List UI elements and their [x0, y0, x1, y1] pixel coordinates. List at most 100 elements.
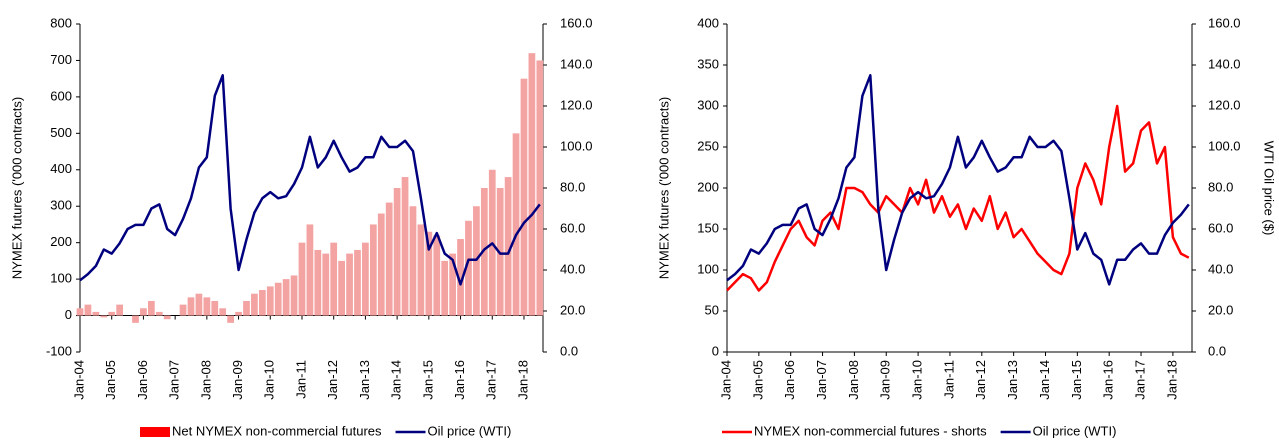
x-tick-label: Jan-16	[452, 360, 467, 400]
x-tick-label: Jan-12	[325, 360, 340, 400]
y-tick-label: 400	[697, 15, 719, 30]
x-tick-label: Jan-13	[357, 360, 372, 400]
y2-tick-label: 0.0	[560, 343, 578, 358]
bar	[520, 78, 528, 316]
x-tick-label: Jan-16	[1101, 360, 1116, 400]
bar	[116, 304, 124, 316]
bar	[385, 202, 393, 316]
bar	[108, 311, 116, 316]
bar	[362, 242, 369, 316]
y-tick-label: 300	[50, 198, 72, 213]
y-tick-label: 800	[50, 15, 72, 30]
bar	[203, 297, 211, 316]
bar	[84, 304, 92, 316]
y2-tick-label: 0.0	[1208, 343, 1226, 358]
y-tick-label: 50	[705, 302, 719, 317]
line	[726, 104, 1190, 292]
bar	[536, 60, 544, 316]
y2-axis-label: WTI Oil price ($)	[1262, 141, 1277, 236]
bar	[377, 213, 385, 316]
y-tick-label: 700	[50, 52, 72, 67]
x-tick-label: Jan-15	[420, 360, 435, 400]
bar	[425, 231, 433, 316]
y2-tick-label: 140.0	[560, 56, 593, 71]
line	[726, 74, 1190, 286]
bar	[227, 315, 235, 323]
bar	[155, 311, 163, 316]
bar	[457, 239, 464, 316]
x-tick-label: Jan-17	[1132, 360, 1147, 400]
y-tick-label: -100	[46, 343, 72, 358]
y2-tick-label: 120.0	[560, 97, 593, 112]
y-tick-label: 600	[50, 88, 72, 103]
bar	[282, 279, 290, 316]
bar	[92, 311, 100, 316]
legend-label: NYMEX non-commercial futures - shorts	[754, 423, 987, 438]
bar	[290, 275, 298, 316]
y-tick-label: 300	[697, 97, 719, 112]
x-tick-label: Jan-09	[878, 360, 893, 400]
y2-tick-label: 80.0	[560, 179, 585, 194]
y-tick-label: 350	[697, 56, 719, 71]
x-tick-label: Jan-10	[910, 360, 925, 400]
bar	[512, 133, 520, 316]
bar	[449, 253, 456, 316]
bar	[322, 253, 330, 316]
y2-tick-label: 20.0	[1208, 302, 1233, 317]
x-tick-label: Jan-04	[718, 360, 733, 400]
bar	[298, 242, 306, 316]
legend-label: Net NYMEX non-commercial futures	[172, 423, 382, 438]
bar	[480, 188, 488, 316]
bar	[393, 188, 401, 316]
bar	[132, 315, 139, 323]
x-tick-label: Jan-09	[230, 360, 245, 400]
legend-label: Oil price (WTI)	[1033, 423, 1117, 438]
x-tick-label: Jan-11	[293, 360, 308, 399]
y-tick-label: 100	[697, 261, 719, 276]
y-tick-label: 400	[50, 161, 72, 176]
x-tick-label: Jan-17	[484, 360, 499, 400]
y-tick-label: 100	[50, 271, 72, 286]
y2-tick-label: 160.0	[1208, 15, 1241, 30]
x-tick-label: Jan-07	[167, 360, 182, 400]
bar	[211, 300, 219, 316]
y2-tick-label: 100.0	[560, 138, 593, 153]
legend-label: Oil price (WTI)	[428, 423, 512, 438]
y-tick-label: 150	[697, 220, 719, 235]
y-axis-label: NYMEX futures ('000 contracts)	[9, 97, 24, 279]
y-tick-label: 200	[50, 234, 72, 249]
x-tick-label: Jan-14	[389, 360, 404, 400]
bar	[100, 315, 108, 318]
y2-tick-label: 60.0	[1208, 220, 1233, 235]
y2-tick-label: 40.0	[560, 261, 585, 276]
bar	[401, 177, 409, 316]
y-tick-label: 0	[65, 307, 72, 322]
bar	[306, 224, 314, 316]
y2-tick-label: 60.0	[560, 220, 585, 235]
y-tick-label: 0	[712, 343, 719, 358]
x-tick-label: Jan-07	[814, 360, 829, 400]
y-tick-label: 500	[50, 125, 72, 140]
bar	[338, 260, 345, 316]
legend-swatch	[140, 427, 170, 437]
y2-tick-label: 120.0	[1208, 97, 1241, 112]
bar	[314, 249, 322, 316]
x-tick-label: Jan-12	[973, 360, 988, 400]
y2-tick-label: 100.0	[1208, 138, 1241, 153]
bar	[266, 286, 274, 316]
bar	[195, 293, 203, 316]
x-tick-label: Jan-18	[1164, 360, 1179, 400]
y2-tick-label: 140.0	[1208, 56, 1241, 71]
x-tick-label: Jan-13	[1005, 360, 1020, 400]
bar	[243, 300, 250, 316]
x-tick-label: Jan-06	[135, 360, 150, 400]
y2-tick-label: 40.0	[1208, 261, 1233, 276]
y2-tick-label: 80.0	[1208, 179, 1233, 194]
x-tick-label: Jan-10	[262, 360, 277, 400]
x-tick-label: Jan-05	[103, 360, 118, 400]
line	[79, 74, 541, 286]
y-tick-label: 200	[697, 179, 719, 194]
bar	[147, 300, 155, 316]
bar	[528, 53, 536, 316]
